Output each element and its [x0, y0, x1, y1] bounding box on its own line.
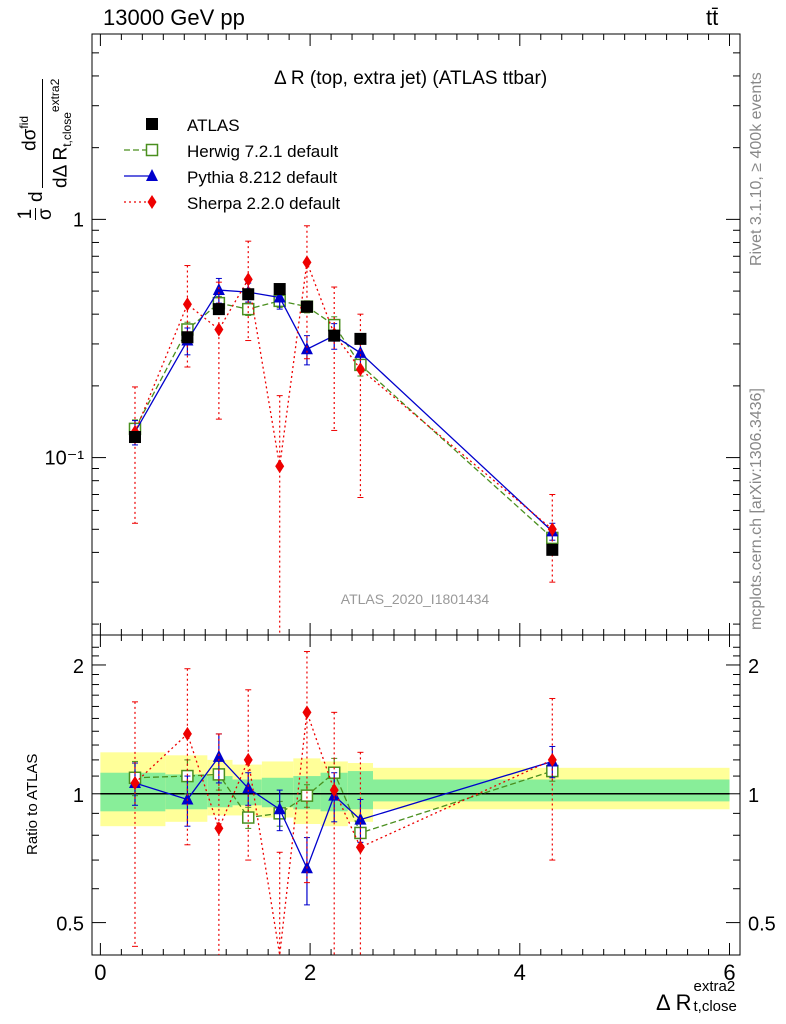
series-line: [134, 289, 553, 532]
xlabel-main: Δ R: [656, 990, 692, 1015]
data-point: [302, 255, 312, 270]
data-point: [273, 283, 286, 296]
ratio-y-tick-label: 0.5: [56, 914, 84, 936]
legend-label: Pythia 8.212 default: [187, 168, 338, 187]
data-point: [547, 522, 557, 537]
ylabel-dsigma: dσ: [19, 128, 41, 151]
data-point: [329, 783, 339, 798]
data-point: [130, 775, 140, 790]
legend-marker: [145, 143, 159, 157]
data-point: [328, 329, 341, 342]
ylabel-one: 1: [15, 208, 36, 220]
data-point: [547, 752, 557, 767]
ratio-panel: 0 2 4 6 0.5 0.5 1 1 2 2: [56, 634, 776, 985]
data-point: [181, 792, 194, 805]
series-line: [134, 300, 553, 539]
data-point: [182, 726, 192, 741]
data-point: [275, 459, 285, 474]
data-point: [300, 789, 314, 802]
band-green: [207, 776, 233, 808]
ylabel-sub: t,close: [60, 112, 75, 147]
ylabel-d: d: [26, 191, 47, 202]
xlabel-sub: t,close: [693, 998, 737, 1015]
ratio-y-tick-label: 0.5: [748, 914, 776, 936]
data-point: [241, 811, 255, 824]
data-point: [242, 288, 255, 301]
data-point: [212, 303, 225, 316]
x-tick-label: 0: [94, 960, 106, 985]
data-point: [214, 322, 224, 337]
legend-label: Sherpa 2.2.0 default: [187, 194, 340, 213]
ratio-y-tick-label: 1: [748, 785, 759, 807]
data-point: [355, 362, 365, 377]
data-point: [302, 705, 312, 720]
data-point: [300, 342, 313, 355]
legend-label: ATLAS: [187, 116, 240, 135]
process-label: tt̄: [706, 5, 719, 30]
ratio-y-tick-label: 1: [73, 785, 84, 807]
main-panel: 1 10⁻¹ ATLAS_2020_I1801434 ATLAS Herwig 7.2.…: [45, 33, 741, 955]
band-green: [261, 777, 294, 808]
x-tick-label: 6: [723, 960, 735, 985]
data-point: [354, 345, 367, 358]
data-point: [128, 431, 141, 444]
data-point: [182, 297, 192, 312]
ratio-y-tick-label: 2: [73, 656, 84, 678]
rivet-label: Rivet 3.1.10, ≥ 400k events: [748, 72, 765, 266]
band-green: [373, 779, 730, 802]
data-point: [300, 300, 313, 313]
ratio-frame: [91, 634, 741, 956]
series-line: [134, 262, 553, 530]
ratio-y-tick-label: 2: [748, 656, 759, 678]
energy-label: 13000 GeV pp: [103, 5, 245, 30]
legend-label: Herwig 7.2.1 default: [187, 142, 338, 161]
data-point: [214, 821, 224, 836]
ylabel-sigma: σ: [35, 208, 56, 220]
chart-title: Δ R (top, extra jet) (ATLAS ttbar): [274, 68, 548, 89]
data-point: [354, 332, 367, 345]
data-point: [181, 331, 194, 344]
ylabel-fid: fid: [17, 115, 31, 129]
legend-marker: [146, 169, 158, 181]
data-point: [546, 543, 559, 556]
xlabel-sup: extra2: [693, 978, 736, 995]
data-point: [273, 802, 286, 815]
data-point: [273, 290, 286, 303]
mcplots-label: mcplots.cern.ch [arXiv:1306.3436]: [748, 388, 765, 630]
watermark: ATLAS_2020_I1801434: [341, 591, 490, 607]
data-point: [242, 781, 255, 794]
ylabel-sup: extra2: [48, 78, 63, 113]
series-line: [134, 712, 553, 956]
y-tick-label: 10⁻¹: [45, 448, 85, 470]
data-point: [243, 752, 253, 767]
x-tick-label: 4: [514, 960, 526, 985]
legend-marker: [147, 195, 157, 209]
data-point: [243, 272, 253, 287]
ratio-ylabel: Ratio to ATLAS: [24, 753, 41, 855]
main-ylabel: 1 σ d dσfid dΔ Rt,closeextra2: [6, 0, 74, 230]
ylabel-den: dΔ R: [50, 146, 72, 188]
y-tick-label: 1: [73, 209, 84, 231]
legend-marker: [146, 118, 158, 130]
x-tick-label: 2: [304, 960, 316, 985]
data-point: [355, 840, 365, 855]
